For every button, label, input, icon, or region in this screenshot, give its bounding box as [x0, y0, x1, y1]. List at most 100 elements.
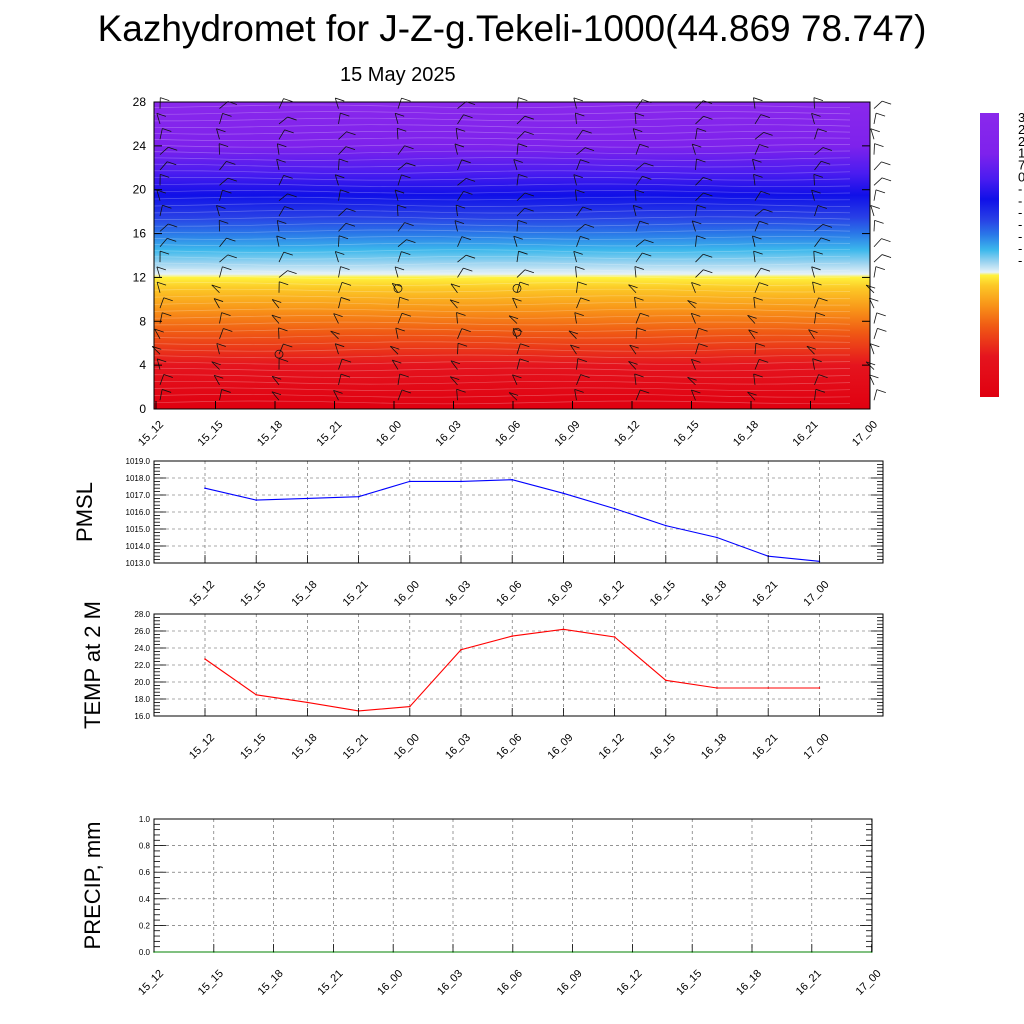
wind-barb — [512, 374, 518, 386]
wind-barb — [334, 343, 339, 355]
wind-barb — [811, 266, 815, 278]
wind-barb — [814, 128, 819, 140]
wind-barb — [278, 193, 288, 201]
wind-barb-flag — [346, 131, 356, 136]
wind-barb — [753, 373, 756, 385]
wind-barb-flag — [401, 251, 411, 255]
wind-barb — [219, 254, 229, 263]
wind-barb — [754, 114, 762, 125]
wind-barb-flag — [163, 374, 173, 378]
wind-barb-flag — [221, 389, 231, 393]
wind-barb — [450, 360, 458, 370]
section-y-tick-label: 20 — [133, 183, 147, 197]
x-tick-label: 16_09 — [545, 579, 575, 609]
wind-barb-flag — [759, 144, 769, 148]
wind-barb-flag — [642, 175, 652, 180]
wind-barb-flag — [167, 161, 177, 166]
panel-frame — [153, 613, 884, 717]
series-point — [255, 499, 257, 501]
contour-line — [153, 262, 851, 267]
section-x-tick-label: 15_21 — [315, 419, 345, 449]
contour-line — [153, 249, 850, 253]
wind-barb-flag — [287, 270, 297, 274]
wind-barb — [575, 189, 577, 201]
wind-barb-flag — [394, 266, 405, 271]
wind-barb-flag — [570, 344, 580, 349]
wind-barb-flag — [524, 192, 534, 197]
wind-barb — [338, 189, 341, 201]
x-tick-label: 16_00 — [392, 579, 422, 609]
wind-barb-flag — [875, 266, 886, 270]
wind-barb — [450, 283, 458, 294]
y-tick-label: 1014.0 — [126, 542, 151, 551]
y-axis-label: PMSL — [72, 482, 97, 542]
wind-barb — [513, 236, 518, 247]
x-tick-label: 16_21 — [750, 579, 780, 609]
contour-line — [153, 275, 851, 280]
wind-barb — [695, 343, 700, 355]
wind-barb-flag — [747, 391, 757, 396]
wind-barb — [396, 205, 399, 217]
wind-barb-flag — [222, 189, 232, 194]
wind-barb — [276, 220, 280, 232]
wind-barb-flag — [333, 390, 343, 394]
wind-barb-flag — [577, 358, 587, 362]
contour-line — [153, 236, 851, 240]
series-point — [613, 507, 616, 510]
wind-barb — [870, 128, 875, 140]
wind-barb-flag — [820, 237, 831, 242]
series-point — [767, 687, 769, 689]
x-tick-label: 16_15 — [648, 579, 678, 609]
temp-panel: 16.0 18.0 20.0 22.0 24.0 26.0 28.0 15_12 15_15 15… — [80, 601, 884, 762]
wind-barb — [813, 174, 815, 186]
wind-barb-flag — [157, 358, 167, 363]
wind-barb — [873, 113, 877, 125]
section-x-tick-label: 16_06 — [493, 419, 523, 449]
wind-barb-flag — [456, 312, 466, 316]
section-x-tick-label: 16_03 — [434, 419, 464, 449]
wind-barb-flag — [284, 206, 294, 210]
wind-barb — [635, 313, 641, 324]
wind-barb-flag — [877, 327, 887, 332]
wind-barb-flag — [582, 206, 592, 211]
colorbar-tick-label: - — [1018, 253, 1022, 268]
x-tick-label: 16_06 — [494, 579, 524, 609]
colorbar-tick-label: 7 — [1018, 158, 1024, 173]
wind-barb — [338, 223, 347, 232]
wind-barb — [516, 343, 521, 355]
wind-barb-flag — [214, 374, 224, 379]
wind-barb-flag — [340, 112, 350, 117]
wind-barb-flag — [341, 358, 352, 363]
x-tick-label: 16_21 — [750, 732, 780, 762]
wind-barb — [691, 389, 696, 401]
wind-barb — [278, 206, 285, 217]
wind-barb — [635, 144, 641, 155]
section-y-tick-label: 8 — [139, 314, 146, 328]
wind-barb — [219, 328, 224, 339]
wind-barb — [278, 129, 285, 140]
wind-barb — [576, 224, 586, 232]
section-y-tick-label: 28 — [133, 95, 147, 109]
wind-barb-flag — [278, 327, 288, 332]
wind-barb — [219, 389, 223, 401]
wind-barb — [870, 205, 875, 217]
wind-barb-flag — [636, 327, 647, 332]
wind-barb-flag — [815, 312, 826, 316]
wind-barb — [457, 159, 463, 171]
wind-barb-flag — [865, 361, 876, 366]
series-point — [818, 687, 821, 689]
wind-barb-flag — [822, 147, 833, 151]
wind-barb-flag — [634, 189, 645, 194]
contour-line — [153, 130, 851, 135]
wind-barb-flag — [160, 97, 170, 101]
contour-line — [153, 157, 851, 161]
wind-barb-flag — [703, 192, 713, 197]
wind-barb-flag — [272, 299, 282, 303]
wind-barb-flag — [450, 283, 461, 288]
wind-barb — [396, 128, 399, 140]
x-tick-label: 15_18 — [256, 968, 286, 998]
wind-barb-flag — [692, 220, 702, 225]
wind-barb — [397, 174, 402, 186]
wind-barb-flag — [271, 391, 282, 396]
